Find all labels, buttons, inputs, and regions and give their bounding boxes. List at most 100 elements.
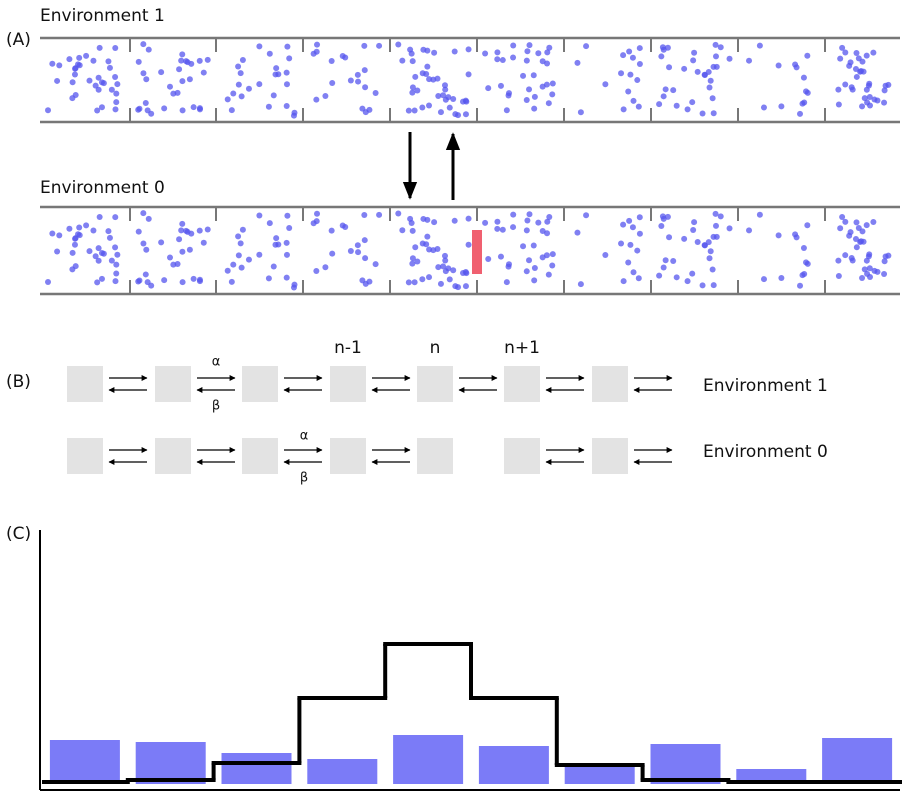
particle — [524, 97, 530, 103]
site — [330, 438, 366, 474]
particle — [466, 216, 472, 222]
particle — [143, 271, 149, 277]
particle — [494, 56, 500, 62]
particle — [176, 236, 182, 242]
row-label: Environment 0 — [703, 442, 828, 462]
particle — [700, 282, 706, 288]
site — [67, 366, 103, 402]
site-label: n+1 — [504, 338, 540, 358]
particle — [803, 259, 809, 265]
particle — [161, 105, 167, 111]
particle — [438, 109, 444, 115]
blocker — [472, 230, 482, 274]
particle — [329, 228, 335, 234]
particle — [482, 220, 488, 226]
particle — [246, 86, 252, 92]
particle — [870, 219, 876, 225]
particle — [549, 91, 555, 97]
particle — [794, 64, 800, 70]
particle — [197, 58, 203, 64]
particle — [546, 272, 552, 278]
particle — [420, 216, 426, 222]
particle — [854, 244, 860, 250]
particle — [240, 57, 246, 63]
particle — [267, 51, 273, 57]
particle — [236, 252, 242, 258]
particle — [618, 70, 624, 76]
particle — [140, 210, 146, 216]
particle — [710, 267, 716, 273]
particle — [112, 244, 118, 250]
particle — [229, 107, 235, 113]
particle — [412, 74, 418, 80]
particle — [778, 103, 784, 109]
particle — [708, 248, 714, 254]
particle — [634, 77, 640, 83]
particle — [136, 59, 142, 65]
particle — [272, 242, 278, 248]
bar — [136, 742, 206, 784]
particle — [284, 240, 290, 246]
particle — [862, 95, 868, 101]
particle — [376, 212, 382, 218]
particle — [666, 234, 672, 240]
particle — [799, 101, 805, 107]
particle — [621, 106, 627, 112]
particle — [455, 284, 461, 290]
particle — [526, 86, 532, 92]
particle — [859, 275, 865, 281]
particle — [438, 281, 444, 287]
particle — [535, 50, 541, 56]
particle — [690, 227, 696, 233]
particle — [161, 277, 167, 283]
particle — [656, 101, 662, 107]
particle — [442, 87, 448, 93]
site — [155, 438, 191, 474]
particle — [452, 48, 458, 54]
particle — [520, 243, 526, 249]
particle — [546, 214, 552, 220]
particle — [799, 272, 805, 278]
particle — [238, 240, 244, 246]
particle — [284, 103, 290, 109]
particle — [143, 100, 149, 106]
particle — [510, 55, 516, 61]
particle — [621, 278, 627, 284]
particle — [424, 64, 430, 70]
particle — [179, 51, 185, 57]
particle — [362, 237, 368, 243]
particle — [658, 53, 664, 59]
particle — [284, 81, 290, 87]
particle — [229, 279, 235, 285]
particle — [846, 233, 852, 239]
particle — [506, 92, 512, 98]
particle — [549, 262, 555, 268]
particle — [540, 58, 546, 64]
particle — [674, 274, 680, 280]
particle — [440, 263, 446, 269]
particle — [689, 99, 695, 105]
particle — [526, 42, 532, 48]
particle — [532, 265, 538, 271]
particle — [665, 45, 671, 51]
particle — [101, 251, 107, 257]
particle — [75, 231, 81, 237]
particle — [630, 55, 636, 61]
particle — [520, 73, 526, 79]
particle — [205, 57, 211, 63]
particle — [424, 234, 430, 240]
particle — [112, 214, 118, 220]
rate-label: α — [300, 429, 309, 444]
particle — [426, 274, 432, 280]
particle — [49, 231, 55, 237]
particle — [97, 214, 103, 220]
particle — [271, 92, 277, 98]
particle — [284, 213, 290, 219]
particle — [866, 253, 872, 259]
particle — [835, 258, 841, 264]
particle — [201, 240, 207, 246]
particle — [713, 53, 719, 59]
particle — [266, 275, 272, 281]
particle — [442, 257, 448, 263]
particle — [535, 220, 541, 226]
